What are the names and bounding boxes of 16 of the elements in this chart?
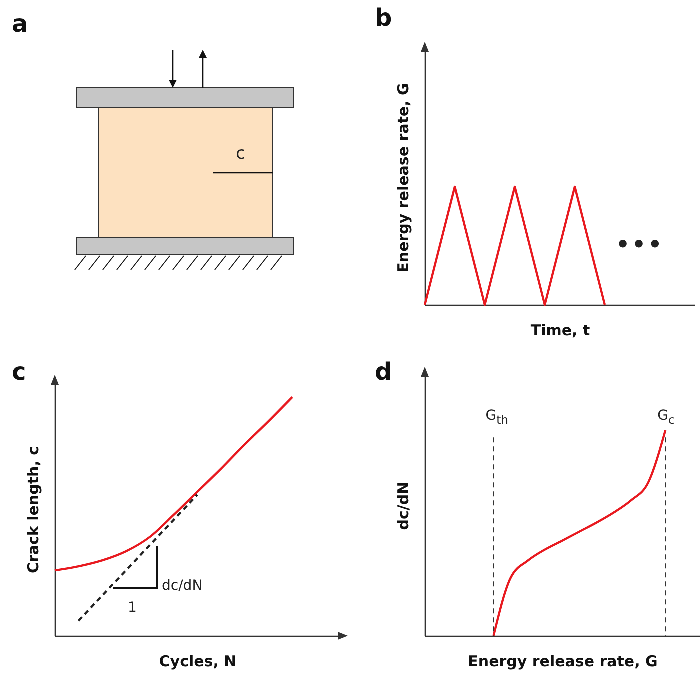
y-axis-title: dc/dN bbox=[394, 482, 412, 530]
y-axis-title: Energy release rate, G bbox=[394, 83, 412, 273]
text: c bbox=[236, 144, 246, 164]
x-axis-title: Time, t bbox=[530, 322, 590, 340]
annotation: ••• bbox=[616, 233, 664, 258]
chart-title: c bbox=[12, 358, 26, 386]
y-axis-title: Crack length, c bbox=[24, 446, 42, 574]
text: G$_{c}$ bbox=[658, 408, 675, 426]
annotation: dc/dN bbox=[162, 578, 203, 594]
text: a bbox=[12, 10, 28, 38]
chart-title: d bbox=[375, 358, 392, 386]
x-axis-title: Energy release rate, G bbox=[468, 652, 658, 670]
annotation: 1 bbox=[128, 600, 137, 616]
chart-title: b bbox=[375, 4, 392, 32]
text: G$_{th}$ bbox=[486, 408, 509, 426]
x-axis-title: Cycles, N bbox=[159, 652, 237, 670]
